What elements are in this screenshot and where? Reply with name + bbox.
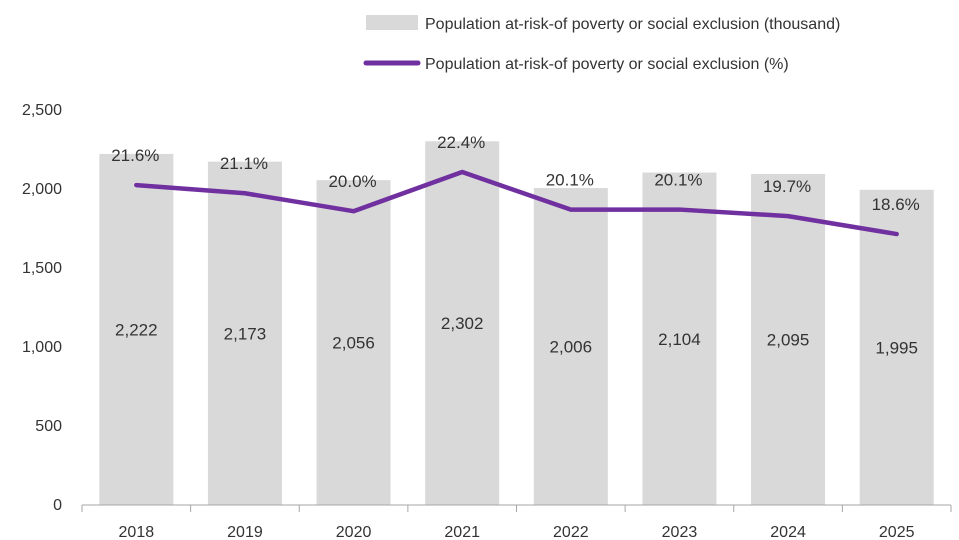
- line-value-label: 20.0%: [328, 172, 376, 191]
- x-tick-label: 2021: [444, 524, 480, 540]
- y-tick-label: 2,500: [22, 102, 62, 119]
- bar-value-label: 2,173: [224, 324, 267, 343]
- x-tick-label: 2024: [770, 524, 806, 540]
- legend-bar-label: Population at-risk-of poverty or social …: [425, 16, 840, 33]
- x-tick-label: 2019: [227, 524, 263, 540]
- line-value-label: 21.1%: [220, 154, 268, 173]
- line-value-label: 19.7%: [763, 177, 811, 196]
- x-axis: 2018 2019 2020 2021 2022 2023 2024 2025: [81, 504, 952, 540]
- bar-value-label: 2,095: [767, 330, 810, 349]
- bar: [207, 161, 282, 505]
- x-tick-label: 2025: [879, 524, 915, 540]
- bar: [425, 141, 500, 505]
- series-line: [134, 169, 899, 237]
- y-axis: 0 500 1,000 1,500 2,000 2,500: [22, 102, 62, 514]
- bar: [859, 189, 934, 506]
- x-tick-label: 2022: [553, 524, 589, 540]
- bar-value-label: 2,302: [441, 314, 484, 333]
- y-tick-label: 500: [35, 418, 62, 435]
- bar-value-label: 2,104: [658, 330, 701, 349]
- line-value-label: 20.1%: [546, 171, 594, 190]
- bar: [533, 188, 608, 505]
- y-tick-label: 2,000: [22, 181, 62, 198]
- bar-data-labels: 2,222 2,173 2,056 2,302 2,006 2,104 2,095 1,995: [115, 314, 918, 357]
- bar: [642, 172, 717, 505]
- y-tick-label: 1,500: [22, 260, 62, 277]
- line-value-label: 21.6%: [111, 146, 159, 165]
- legend: Population at-risk-of poverty or social …: [363, 15, 840, 73]
- bar: [316, 180, 391, 506]
- bar-value-label: 2,006: [550, 338, 593, 357]
- x-tick-label: 2023: [662, 524, 698, 540]
- bar-value-label: 1,995: [875, 338, 918, 357]
- y-tick-label: 1,000: [22, 339, 62, 356]
- line-data-labels: 21.6% 21.1% 20.0% 22.4% 20.1% 20.1% 19.7% 18.6%: [111, 133, 920, 214]
- bar-series: [99, 141, 934, 506]
- bar: [751, 173, 826, 506]
- x-tick-label: 2018: [119, 524, 155, 540]
- x-tick-label: 2020: [336, 524, 372, 540]
- line-series: [134, 169, 899, 237]
- bar: [99, 153, 174, 505]
- line-value-label: 22.4%: [437, 133, 485, 152]
- line-value-label: 20.1%: [654, 171, 702, 190]
- bar-value-label: 2,222: [115, 320, 158, 339]
- bar-value-label: 2,056: [332, 334, 375, 353]
- y-tick-label: 0: [53, 497, 62, 514]
- legend-bar-swatch: [366, 15, 418, 30]
- legend-line-label: Population at-risk-of poverty or social …: [425, 56, 789, 73]
- line-value-label: 18.6%: [872, 195, 920, 214]
